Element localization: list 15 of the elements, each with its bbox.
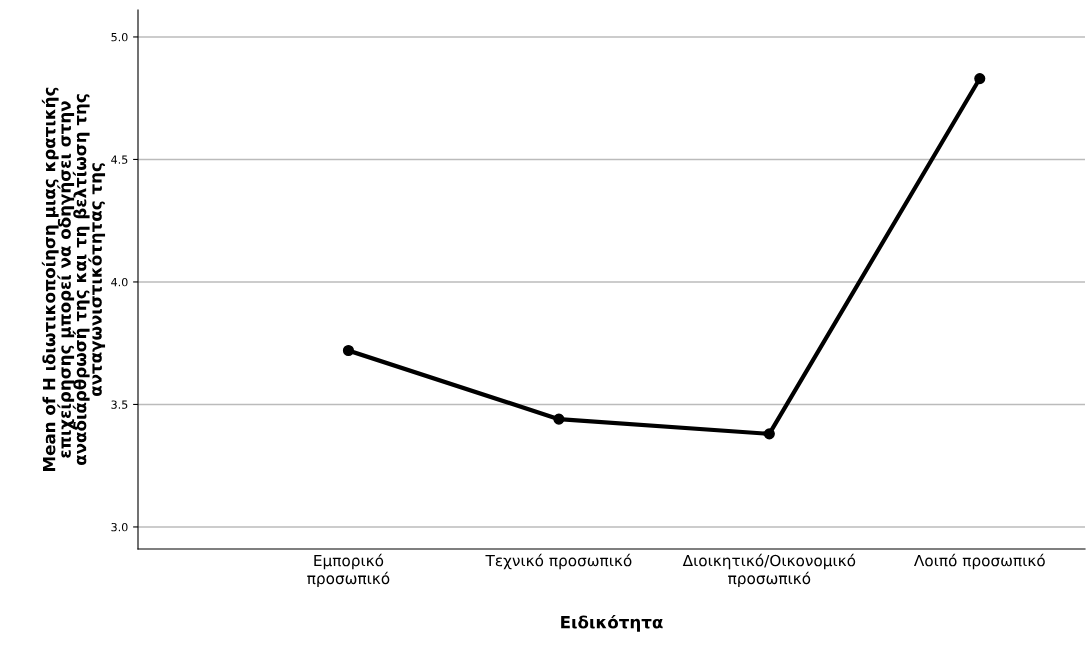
y-tick-label: 3.0 [111, 522, 128, 532]
point [974, 73, 986, 85]
x-tick-label: Εμπορικό προσωπικό [307, 553, 390, 588]
x-tick-label: Λοιπό προσωπικό [913, 553, 1045, 570]
point [553, 413, 565, 425]
y-tick-label: 4.0 [111, 277, 128, 287]
point [763, 428, 775, 440]
y-tick-label: 5.0 [111, 32, 128, 42]
y-tick-label: 4.5 [111, 155, 128, 164]
x-axis-title: Ειδικότητα [561, 614, 663, 632]
y-axis-title: Mean of Η ιδιωτικοποίηση μιας κρατικής επιχείρησης μπορεί να οδηγήσει στην αναδιάρθρωσή της και τη βελτίωση της ανταγωνιστικότητας της [41, 87, 106, 471]
point [342, 344, 355, 357]
x-tick-label: Τεχνικό προσωπικό [485, 553, 632, 570]
y-tick-label: 3.5 [111, 400, 128, 409]
x-tick-label: Διοικητικό/Οικονομικό προσωπικό [682, 553, 856, 588]
